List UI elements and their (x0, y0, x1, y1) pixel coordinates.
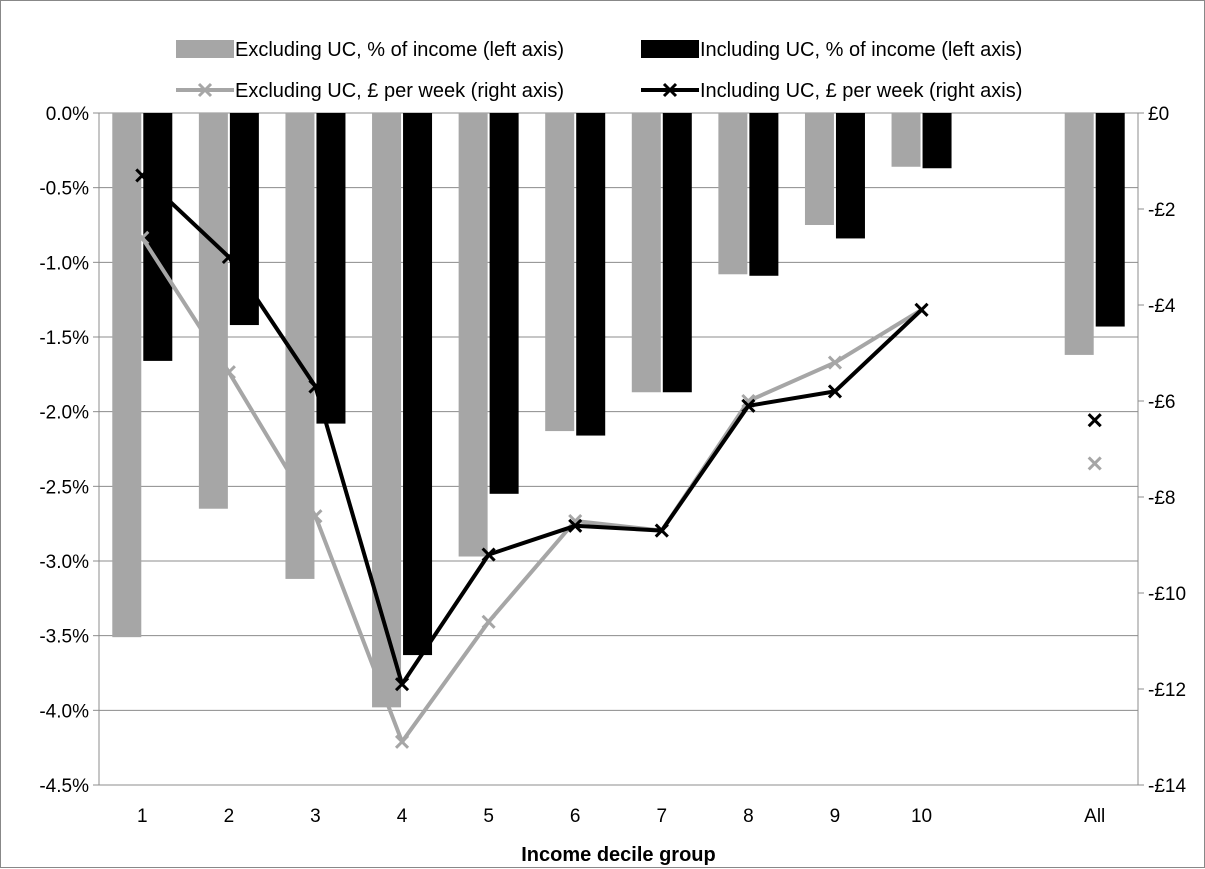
line-marker (394, 677, 410, 692)
x-axis-tick-label: 5 (483, 806, 494, 827)
bar (1095, 113, 1125, 327)
bars (112, 113, 1125, 708)
bar (576, 113, 606, 436)
bar (229, 113, 259, 326)
series-line (140, 173, 923, 687)
bar (631, 113, 661, 393)
axes: 0.0% -0.5% -1.0% -1.5% -2.0% -2.5% -3.0% -3.5% -… (39, 104, 1186, 827)
line-marker (914, 302, 929, 317)
x-axis-tick-label: 4 (397, 806, 408, 827)
x-axis-tick-label: 7 (657, 806, 668, 827)
left-axis-tick-label: -1.0% (39, 253, 89, 274)
legend-label: Including UC, £ per week (right axis) (700, 80, 1022, 102)
bar (1064, 113, 1094, 355)
legend-swatch (176, 40, 234, 58)
line-marker (221, 249, 236, 265)
bar (749, 113, 779, 276)
bar (198, 113, 228, 509)
line-marker (568, 518, 583, 533)
left-axis-tick-label: -2.5% (39, 477, 89, 498)
left-axis-tick-label: -4.5% (39, 776, 89, 797)
x-axis-title: Income decile group (521, 844, 715, 866)
left-axis-tick-label: -3.5% (39, 627, 89, 648)
line-marker (827, 355, 843, 370)
bar (545, 113, 575, 432)
line-marker (221, 365, 236, 380)
bar (458, 113, 488, 557)
right-axis-tick-label: -£8 (1148, 488, 1175, 509)
legend-label: Excluding UC, £ per week (right axis) (235, 80, 564, 102)
bar (891, 113, 921, 167)
bar (718, 113, 748, 275)
line-marker (654, 523, 669, 538)
x-axis-tick-label: 2 (224, 806, 235, 827)
right-axis-tick-label: -£4 (1148, 296, 1176, 317)
bar (835, 113, 865, 239)
line-marker (135, 230, 150, 245)
line-marker (308, 379, 323, 394)
right-axis-tick-label: -£2 (1148, 200, 1175, 221)
right-axis-tick-label: -£6 (1148, 392, 1175, 413)
line-marker (1087, 456, 1102, 471)
legend: Excluding UC, % of income (left axis) Inc… (176, 39, 1022, 102)
line-marker (481, 614, 496, 629)
right-axis-tick-label: -£12 (1148, 680, 1186, 701)
left-axis-tick-label: -1.5% (39, 328, 89, 349)
x-axis-tick-label: 6 (570, 806, 581, 827)
left-axis-tick-label: -3.0% (39, 552, 89, 573)
line-marker (827, 384, 843, 399)
series-line (140, 236, 923, 744)
line-marker (394, 734, 410, 749)
bar (804, 113, 834, 225)
x-axis-tick-label: 3 (310, 806, 321, 827)
x-axis-tick-label: 8 (743, 806, 754, 827)
x-axis-tick-label: 10 (911, 806, 932, 827)
bar (922, 113, 952, 169)
bar (403, 113, 433, 656)
line-marker (197, 82, 213, 98)
bar (112, 113, 142, 638)
right-axis-tick-label: -£10 (1148, 584, 1186, 605)
lines (135, 168, 1102, 749)
legend-label: Including UC, % of income (left axis) (700, 39, 1022, 61)
line-marker (308, 509, 323, 524)
right-axis-tick-label: -£14 (1148, 776, 1186, 797)
legend-swatch (641, 40, 699, 58)
bar (316, 113, 346, 424)
x-axis-tick-label: 1 (137, 806, 148, 827)
x-axis-tick-label: 9 (830, 806, 841, 827)
line-marker (135, 168, 150, 183)
bar (372, 113, 402, 708)
right-axis-tick-label: £0 (1148, 104, 1169, 125)
left-axis-tick-label: -2.0% (39, 403, 89, 424)
bar (489, 113, 519, 494)
bar (662, 113, 692, 393)
gridlines (99, 112, 1138, 786)
x-axis-tick-label: All (1084, 806, 1105, 827)
line-marker (481, 547, 496, 562)
legend-label: Excluding UC, % of income (left axis) (235, 39, 564, 61)
line-marker (662, 82, 678, 98)
left-axis-tick-label: -4.0% (39, 701, 89, 722)
left-axis-tick-label: -0.5% (39, 179, 89, 200)
line-marker (1087, 413, 1102, 428)
line-marker (741, 398, 756, 413)
bar (143, 113, 173, 361)
left-axis-tick-label: 0.0% (46, 104, 89, 125)
